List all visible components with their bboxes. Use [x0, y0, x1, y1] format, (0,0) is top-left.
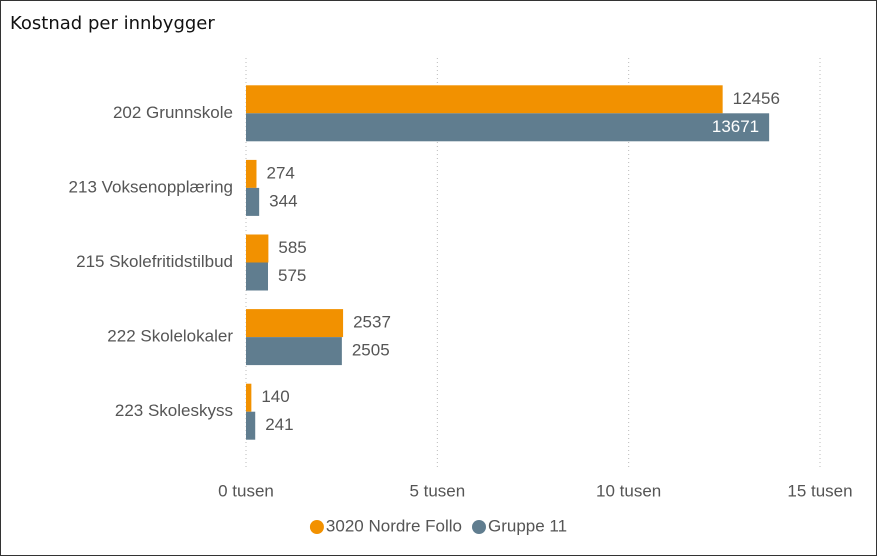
value-label: 12456	[733, 89, 780, 108]
x-tick-label: 0 tusen	[218, 481, 274, 500]
value-label: 575	[278, 266, 306, 285]
bar	[246, 187, 260, 216]
value-label: 140	[261, 387, 289, 406]
y-tick-label: 215 Skolefritidstilbud	[76, 252, 233, 271]
bar	[246, 411, 256, 440]
bar	[246, 262, 269, 291]
chart-title: Kostnad per innbygger	[10, 13, 215, 34]
x-tick-label: 15 tusen	[787, 481, 852, 500]
bar	[246, 85, 723, 114]
value-label: 13671	[712, 117, 759, 136]
legend: 3020 Nordre Follo Gruppe 11	[309, 516, 567, 535]
legend-label: Gruppe 11	[488, 516, 567, 535]
x-tick-label: 10 tusen	[596, 481, 661, 500]
y-tick-label: 202 Grunnskole	[113, 103, 233, 122]
value-label: 585	[278, 238, 306, 257]
y-tick-label: 223 Skoleskyss	[115, 401, 233, 420]
bar	[246, 159, 257, 188]
legend-label: 3020 Nordre Follo	[326, 516, 462, 535]
bar	[246, 113, 770, 142]
bar	[246, 383, 252, 412]
bar	[246, 309, 344, 338]
bar	[246, 337, 342, 366]
value-label: 2537	[353, 313, 391, 332]
y-tick-label: 213 Voksenopplæring	[69, 177, 233, 196]
legend-swatch	[309, 520, 324, 534]
value-label: 2505	[352, 341, 390, 360]
x-tick-label: 5 tusen	[409, 481, 465, 500]
legend-swatch	[472, 520, 486, 534]
bar	[246, 234, 269, 263]
value-label: 241	[265, 415, 293, 434]
value-label: 344	[269, 191, 297, 210]
y-tick-label: 222 Skolelokaler	[107, 327, 233, 346]
value-label: 274	[266, 163, 294, 182]
